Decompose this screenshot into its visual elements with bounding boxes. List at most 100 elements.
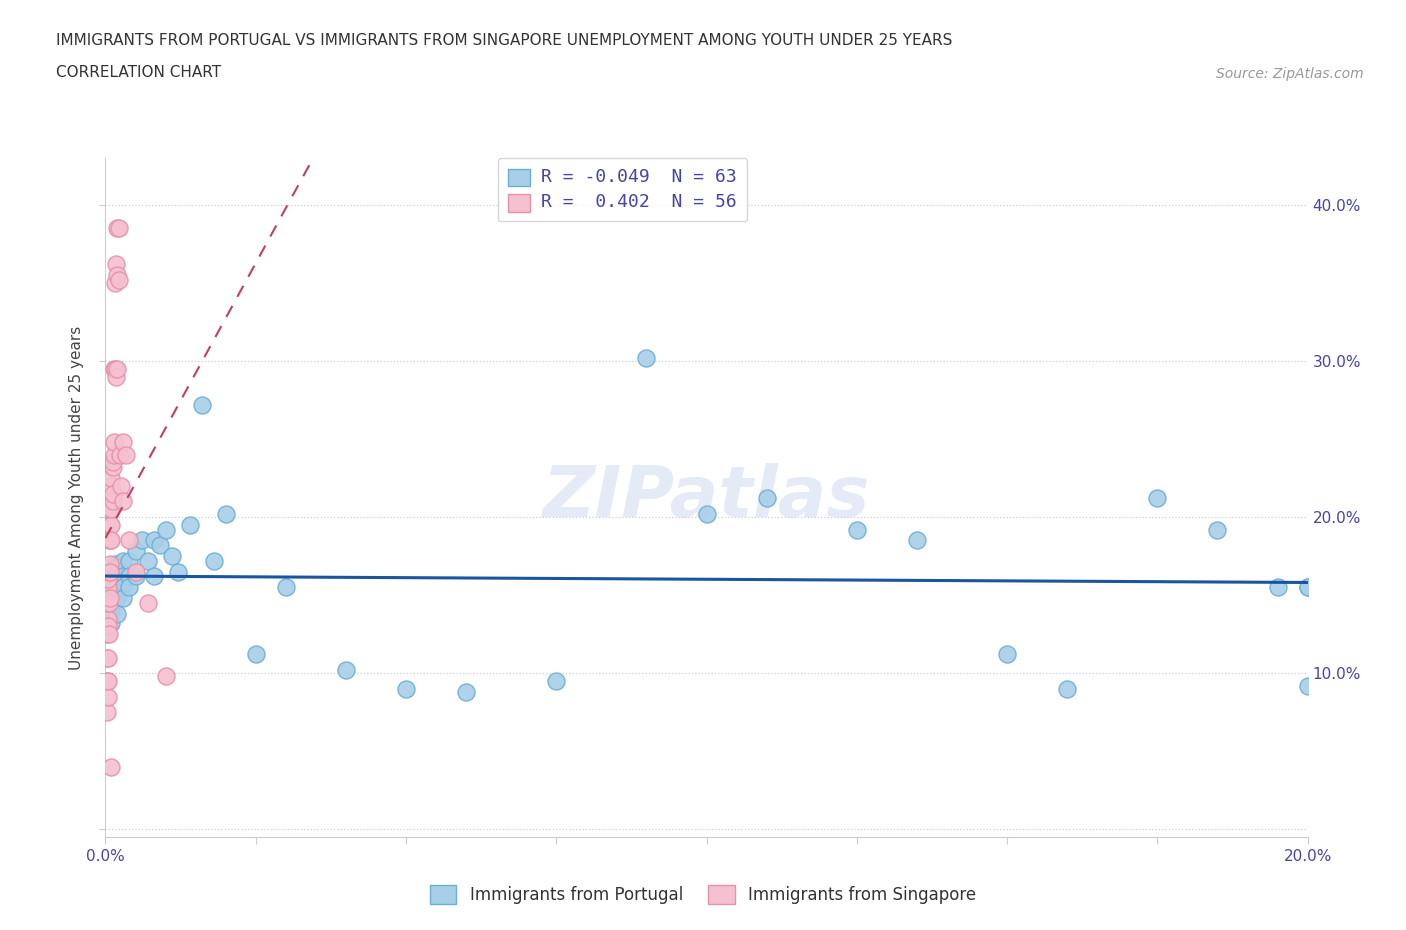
Point	[115, 447, 138, 462]
Point	[214, 507, 236, 522]
Point	[100, 759, 122, 774]
Point	[142, 569, 165, 584]
Point	[98, 591, 121, 605]
Point	[100, 517, 122, 532]
Point	[112, 579, 135, 594]
Point	[98, 591, 121, 605]
Point	[97, 595, 120, 610]
Point	[96, 673, 118, 688]
Point	[696, 507, 718, 522]
Point	[98, 533, 121, 548]
Point	[107, 362, 129, 377]
Point	[100, 478, 122, 493]
Point	[1267, 579, 1289, 594]
Point	[1146, 491, 1168, 506]
Point	[96, 705, 118, 720]
Text: CORRELATION CHART: CORRELATION CHART	[56, 65, 221, 80]
Point	[118, 569, 141, 584]
Point	[97, 689, 120, 704]
Point	[110, 478, 132, 493]
Point	[104, 362, 127, 377]
Point	[107, 221, 129, 236]
Point	[97, 572, 120, 587]
Point	[98, 595, 121, 610]
Point	[96, 569, 118, 584]
Point	[118, 553, 141, 568]
Point	[104, 257, 127, 272]
Point	[101, 565, 124, 579]
Point	[103, 565, 125, 579]
Point	[395, 682, 418, 697]
Point	[107, 606, 129, 621]
Point	[96, 650, 118, 665]
Point	[107, 579, 129, 594]
Point	[995, 647, 1018, 662]
Point	[124, 544, 146, 559]
Point	[100, 533, 122, 548]
Point	[96, 673, 118, 688]
Point	[124, 569, 146, 584]
Point	[245, 647, 267, 662]
Point	[118, 579, 141, 594]
Point	[103, 591, 125, 605]
Point	[98, 627, 121, 642]
Point	[96, 595, 118, 610]
Legend: Immigrants from Portugal, Immigrants from Singapore: Immigrants from Portugal, Immigrants fro…	[423, 878, 983, 910]
Point	[100, 604, 122, 618]
Text: Source: ZipAtlas.com: Source: ZipAtlas.com	[1216, 67, 1364, 81]
Point	[112, 553, 135, 568]
Point	[160, 549, 183, 564]
Point	[98, 565, 121, 579]
Point	[103, 434, 125, 449]
Point	[104, 556, 127, 571]
Point	[845, 522, 868, 537]
Y-axis label: Unemployment Among Youth under 25 years: Unemployment Among Youth under 25 years	[69, 326, 84, 670]
Point	[103, 362, 125, 377]
Point	[98, 600, 121, 615]
Point	[107, 221, 129, 236]
Point	[755, 491, 778, 506]
Point	[202, 553, 225, 568]
Point	[136, 553, 159, 568]
Point	[1296, 579, 1319, 594]
Point	[1056, 682, 1078, 697]
Point	[101, 494, 124, 509]
Point	[108, 447, 131, 462]
Point	[107, 591, 129, 605]
Point	[107, 565, 129, 579]
Point	[1206, 522, 1229, 537]
Point	[98, 533, 121, 548]
Point	[155, 669, 177, 684]
Point	[112, 591, 135, 605]
Point	[100, 616, 122, 631]
Point	[136, 595, 159, 610]
Point	[97, 650, 120, 665]
Point	[100, 471, 122, 485]
Point	[96, 627, 118, 642]
Point	[112, 569, 135, 584]
Text: IMMIGRANTS FROM PORTUGAL VS IMMIGRANTS FROM SINGAPORE UNEMPLOYMENT AMONG YOUTH U: IMMIGRANTS FROM PORTUGAL VS IMMIGRANTS F…	[56, 33, 953, 47]
Point	[166, 565, 188, 579]
Point	[104, 569, 127, 584]
Point	[97, 579, 120, 594]
Point	[98, 556, 121, 571]
Point	[454, 684, 477, 699]
Point	[131, 533, 153, 548]
Point	[274, 579, 297, 594]
Point	[100, 565, 122, 579]
Point	[103, 486, 125, 501]
Text: ZIPatlas: ZIPatlas	[543, 463, 870, 532]
Point	[107, 268, 129, 283]
Point	[636, 351, 658, 365]
Point	[96, 595, 118, 610]
Point	[1296, 579, 1319, 594]
Point	[546, 673, 568, 688]
Point	[118, 533, 141, 548]
Point	[98, 575, 121, 590]
Point	[142, 533, 165, 548]
Point	[112, 434, 135, 449]
Point	[97, 618, 120, 633]
Point	[98, 517, 121, 532]
Point	[101, 459, 124, 474]
Point	[190, 397, 212, 412]
